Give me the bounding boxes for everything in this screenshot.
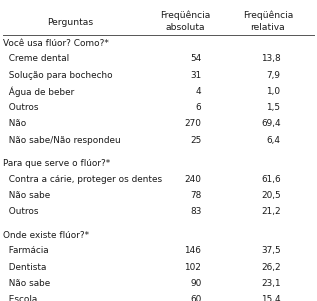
Text: Dentista: Dentista	[3, 263, 47, 272]
Text: 60: 60	[190, 295, 201, 301]
Text: 6,4: 6,4	[267, 135, 281, 144]
Text: 270: 270	[184, 119, 201, 128]
Text: Contra a cárie, proteger os dentes: Contra a cárie, proteger os dentes	[3, 175, 162, 184]
Text: Solução para bochecho: Solução para bochecho	[3, 70, 113, 79]
Text: 37,5: 37,5	[261, 247, 281, 256]
Text: Não sabe/Não respondeu: Não sabe/Não respondeu	[3, 135, 121, 144]
Text: Não sabe: Não sabe	[3, 279, 50, 288]
Text: Outros: Outros	[3, 207, 39, 216]
Text: 21,2: 21,2	[261, 207, 281, 216]
Text: 4: 4	[196, 87, 201, 96]
Text: Onde existe flúor?*: Onde existe flúor?*	[3, 231, 89, 240]
Text: 15,4: 15,4	[261, 295, 281, 301]
Text: Você usa flúor? Como?*: Você usa flúor? Como?*	[3, 39, 109, 48]
Text: Freqüência
absoluta: Freqüência absoluta	[160, 11, 210, 32]
Text: 20,5: 20,5	[261, 191, 281, 200]
Text: Não: Não	[3, 119, 26, 128]
Text: 83: 83	[190, 207, 201, 216]
Text: Farmácia: Farmácia	[3, 247, 49, 256]
Text: 13,8: 13,8	[261, 54, 281, 63]
Text: 102: 102	[184, 263, 201, 272]
Text: 1,0: 1,0	[267, 87, 281, 96]
Text: 7,9: 7,9	[267, 70, 281, 79]
Text: 31: 31	[190, 70, 201, 79]
Text: Perguntas: Perguntas	[47, 18, 93, 27]
Text: 90: 90	[190, 279, 201, 288]
Text: 146: 146	[184, 247, 201, 256]
Text: Escola: Escola	[3, 295, 37, 301]
Text: 69,4: 69,4	[261, 119, 281, 128]
Text: 23,1: 23,1	[261, 279, 281, 288]
Text: 54: 54	[190, 54, 201, 63]
Text: 240: 240	[184, 175, 201, 184]
Text: 26,2: 26,2	[261, 263, 281, 272]
Text: Freqüência
relativa: Freqüência relativa	[243, 11, 293, 32]
Text: 6: 6	[196, 103, 201, 112]
Text: Outros: Outros	[3, 103, 39, 112]
Text: 61,6: 61,6	[261, 175, 281, 184]
Text: Não sabe: Não sabe	[3, 191, 50, 200]
Text: 25: 25	[190, 135, 201, 144]
Text: 1,5: 1,5	[267, 103, 281, 112]
Text: Creme dental: Creme dental	[3, 54, 69, 63]
Text: 78: 78	[190, 191, 201, 200]
Text: Água de beber: Água de beber	[3, 87, 74, 97]
Text: Para que serve o flúor?*: Para que serve o flúor?*	[3, 159, 110, 168]
